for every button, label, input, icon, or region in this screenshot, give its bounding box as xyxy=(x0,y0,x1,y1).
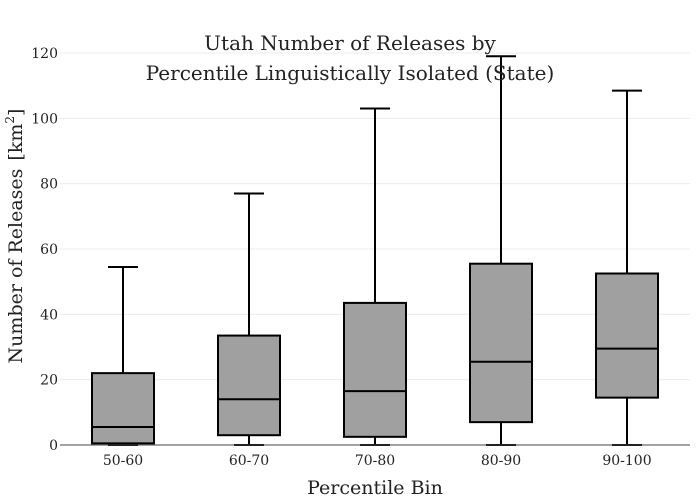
y-axis-unit-sup: 2 xyxy=(3,116,17,124)
box-70-80 xyxy=(343,107,407,446)
iqr-box xyxy=(217,334,281,437)
y-tick-label: 80 xyxy=(40,177,58,193)
iqr-box xyxy=(91,372,155,445)
x-tick-label: 90-100 xyxy=(602,453,651,469)
y-tick-label: 100 xyxy=(31,111,58,127)
x-tick-labels: 50-60 60-70 70-80 80-90 90-100 xyxy=(103,453,652,469)
x-tick-label: 50-60 xyxy=(103,453,143,469)
x-tick-label: 60-70 xyxy=(229,453,269,469)
y-tick-label: 20 xyxy=(40,373,58,389)
iqr-box xyxy=(469,262,533,424)
iqr-box xyxy=(595,272,659,399)
y-axis-title: Number of Releases [km2] xyxy=(3,109,27,364)
y-tick-label: 120 xyxy=(31,46,58,62)
y-tick-labels: 0 20 40 60 80 100 120 xyxy=(31,46,58,454)
x-tick-label: 80-90 xyxy=(481,453,521,469)
box-90-100 xyxy=(595,89,659,446)
y-tick-label: 60 xyxy=(40,242,58,258)
y-axis-unit-base: [km xyxy=(5,124,27,161)
y-tick-label: 40 xyxy=(40,307,58,323)
y-tick-label: 0 xyxy=(49,438,58,454)
box-80-90 xyxy=(469,55,533,446)
iqr-box xyxy=(343,301,407,438)
x-axis-title: Percentile Bin xyxy=(307,477,443,499)
chart-title-line-2: Percentile Linguistically Isolated (Stat… xyxy=(146,61,555,85)
y-axis-unit-close: ] xyxy=(5,109,27,116)
chart-title-line-1: Utah Number of Releases by xyxy=(204,31,496,55)
box-60-70 xyxy=(217,192,281,446)
x-tick-label: 70-80 xyxy=(355,453,395,469)
box-50-60 xyxy=(91,265,155,446)
y-axis-title-text: Number of Releases xyxy=(5,169,27,364)
box-series xyxy=(91,55,659,446)
